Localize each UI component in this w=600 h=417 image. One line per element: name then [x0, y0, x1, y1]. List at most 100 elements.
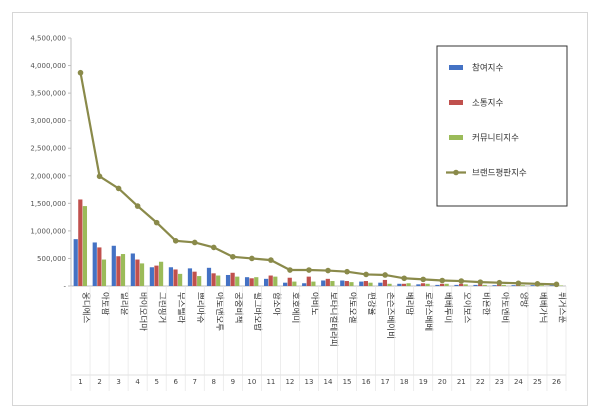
bar-1[interactable] [111, 245, 116, 286]
bar-2[interactable] [363, 281, 368, 286]
line-point[interactable] [534, 280, 541, 287]
bar-1[interactable] [359, 281, 364, 286]
bar-2[interactable] [116, 256, 121, 286]
bar-2[interactable] [249, 278, 254, 286]
line-point[interactable] [344, 268, 350, 275]
bar-2[interactable] [306, 276, 311, 286]
line-point[interactable] [420, 276, 427, 283]
bar-2[interactable] [344, 281, 349, 286]
bar-3[interactable] [349, 282, 354, 286]
bar-2[interactable] [97, 247, 102, 286]
bar-3[interactable] [101, 259, 107, 286]
bar-3[interactable] [235, 276, 240, 286]
bar-3[interactable] [120, 254, 126, 286]
bar-2[interactable] [382, 279, 388, 286]
bar-1[interactable] [244, 277, 250, 286]
line-point[interactable] [515, 280, 522, 287]
line-point[interactable] [458, 278, 465, 284]
bar-1[interactable] [378, 282, 383, 286]
bar-3[interactable] [82, 206, 88, 286]
bar-3[interactable] [216, 275, 221, 286]
bar-3[interactable] [539, 285, 544, 286]
bar-1[interactable] [454, 284, 459, 286]
line-point[interactable] [191, 239, 198, 246]
bar-3[interactable] [178, 273, 183, 286]
bar-1[interactable] [549, 285, 554, 286]
line-point[interactable] [77, 69, 84, 76]
bar-1[interactable] [187, 268, 193, 286]
bar-1[interactable] [435, 284, 440, 286]
line-point[interactable] [496, 279, 503, 286]
bar-1[interactable] [511, 285, 516, 286]
line-point[interactable] [363, 271, 369, 278]
bar-3[interactable] [311, 281, 316, 286]
bar-1[interactable] [130, 253, 135, 286]
bar-2[interactable] [478, 284, 483, 286]
bar-3[interactable] [139, 263, 145, 286]
bar-3[interactable] [387, 283, 392, 286]
line-point[interactable] [306, 267, 312, 273]
bar-3[interactable] [501, 284, 506, 286]
bar-1[interactable] [283, 282, 288, 286]
bar-1[interactable] [397, 283, 402, 286]
bar-3[interactable] [520, 285, 525, 286]
line-point[interactable] [249, 255, 255, 262]
bar-3[interactable] [406, 283, 411, 286]
bar-3[interactable] [273, 276, 278, 286]
line-point[interactable] [230, 253, 236, 260]
line-point[interactable] [96, 173, 103, 180]
bar-2[interactable] [325, 278, 330, 286]
line-point[interactable] [115, 185, 122, 192]
bar-2[interactable] [78, 199, 83, 286]
bar-1[interactable] [492, 285, 497, 286]
bar-2[interactable] [287, 277, 292, 286]
line-point[interactable] [439, 277, 446, 284]
bar-3[interactable] [444, 283, 449, 286]
bar-1[interactable] [264, 278, 269, 286]
bar-1[interactable] [473, 284, 478, 286]
bar-2[interactable] [173, 269, 178, 286]
line-point[interactable] [172, 238, 179, 244]
bar-1[interactable] [302, 283, 307, 286]
bar-1[interactable] [530, 285, 535, 286]
bar-2[interactable] [154, 265, 159, 286]
bar-1[interactable] [73, 239, 78, 286]
line-point[interactable] [553, 281, 560, 288]
line-point[interactable] [325, 267, 331, 274]
bar-3[interactable] [482, 284, 487, 286]
bar-3[interactable] [254, 277, 259, 286]
bar-2[interactable] [268, 275, 273, 286]
bar-2[interactable] [135, 259, 140, 286]
bar-2[interactable] [439, 283, 445, 286]
line-point[interactable] [287, 267, 293, 273]
line-point[interactable] [382, 272, 388, 278]
line-point[interactable] [210, 244, 217, 251]
bar-3[interactable] [158, 261, 164, 286]
bar-2[interactable] [458, 283, 464, 286]
bar-3[interactable] [368, 282, 373, 286]
bar-2[interactable] [192, 271, 197, 286]
bar-1[interactable] [416, 284, 421, 286]
bar-3[interactable] [330, 281, 335, 286]
bar-1[interactable] [149, 267, 154, 286]
bar-3[interactable] [558, 285, 563, 286]
bar-2[interactable] [401, 283, 407, 286]
bar-3[interactable] [463, 284, 468, 286]
bar-2[interactable] [420, 283, 426, 286]
bar-1[interactable] [206, 267, 212, 286]
line-point[interactable] [134, 203, 141, 209]
bar-2[interactable] [211, 273, 216, 286]
bar-2[interactable] [230, 272, 235, 286]
bar-3[interactable] [197, 276, 202, 286]
line-point[interactable] [477, 279, 484, 285]
line-point[interactable] [268, 257, 274, 263]
bar-3[interactable] [292, 281, 297, 286]
bar-1[interactable] [321, 280, 326, 286]
line-point[interactable] [153, 219, 160, 226]
bar-1[interactable] [340, 280, 345, 286]
bar-1[interactable] [92, 242, 97, 286]
bar-3[interactable] [425, 283, 430, 286]
line-point[interactable] [401, 275, 407, 282]
bar-1[interactable] [168, 267, 174, 286]
bar-1[interactable] [225, 274, 231, 286]
